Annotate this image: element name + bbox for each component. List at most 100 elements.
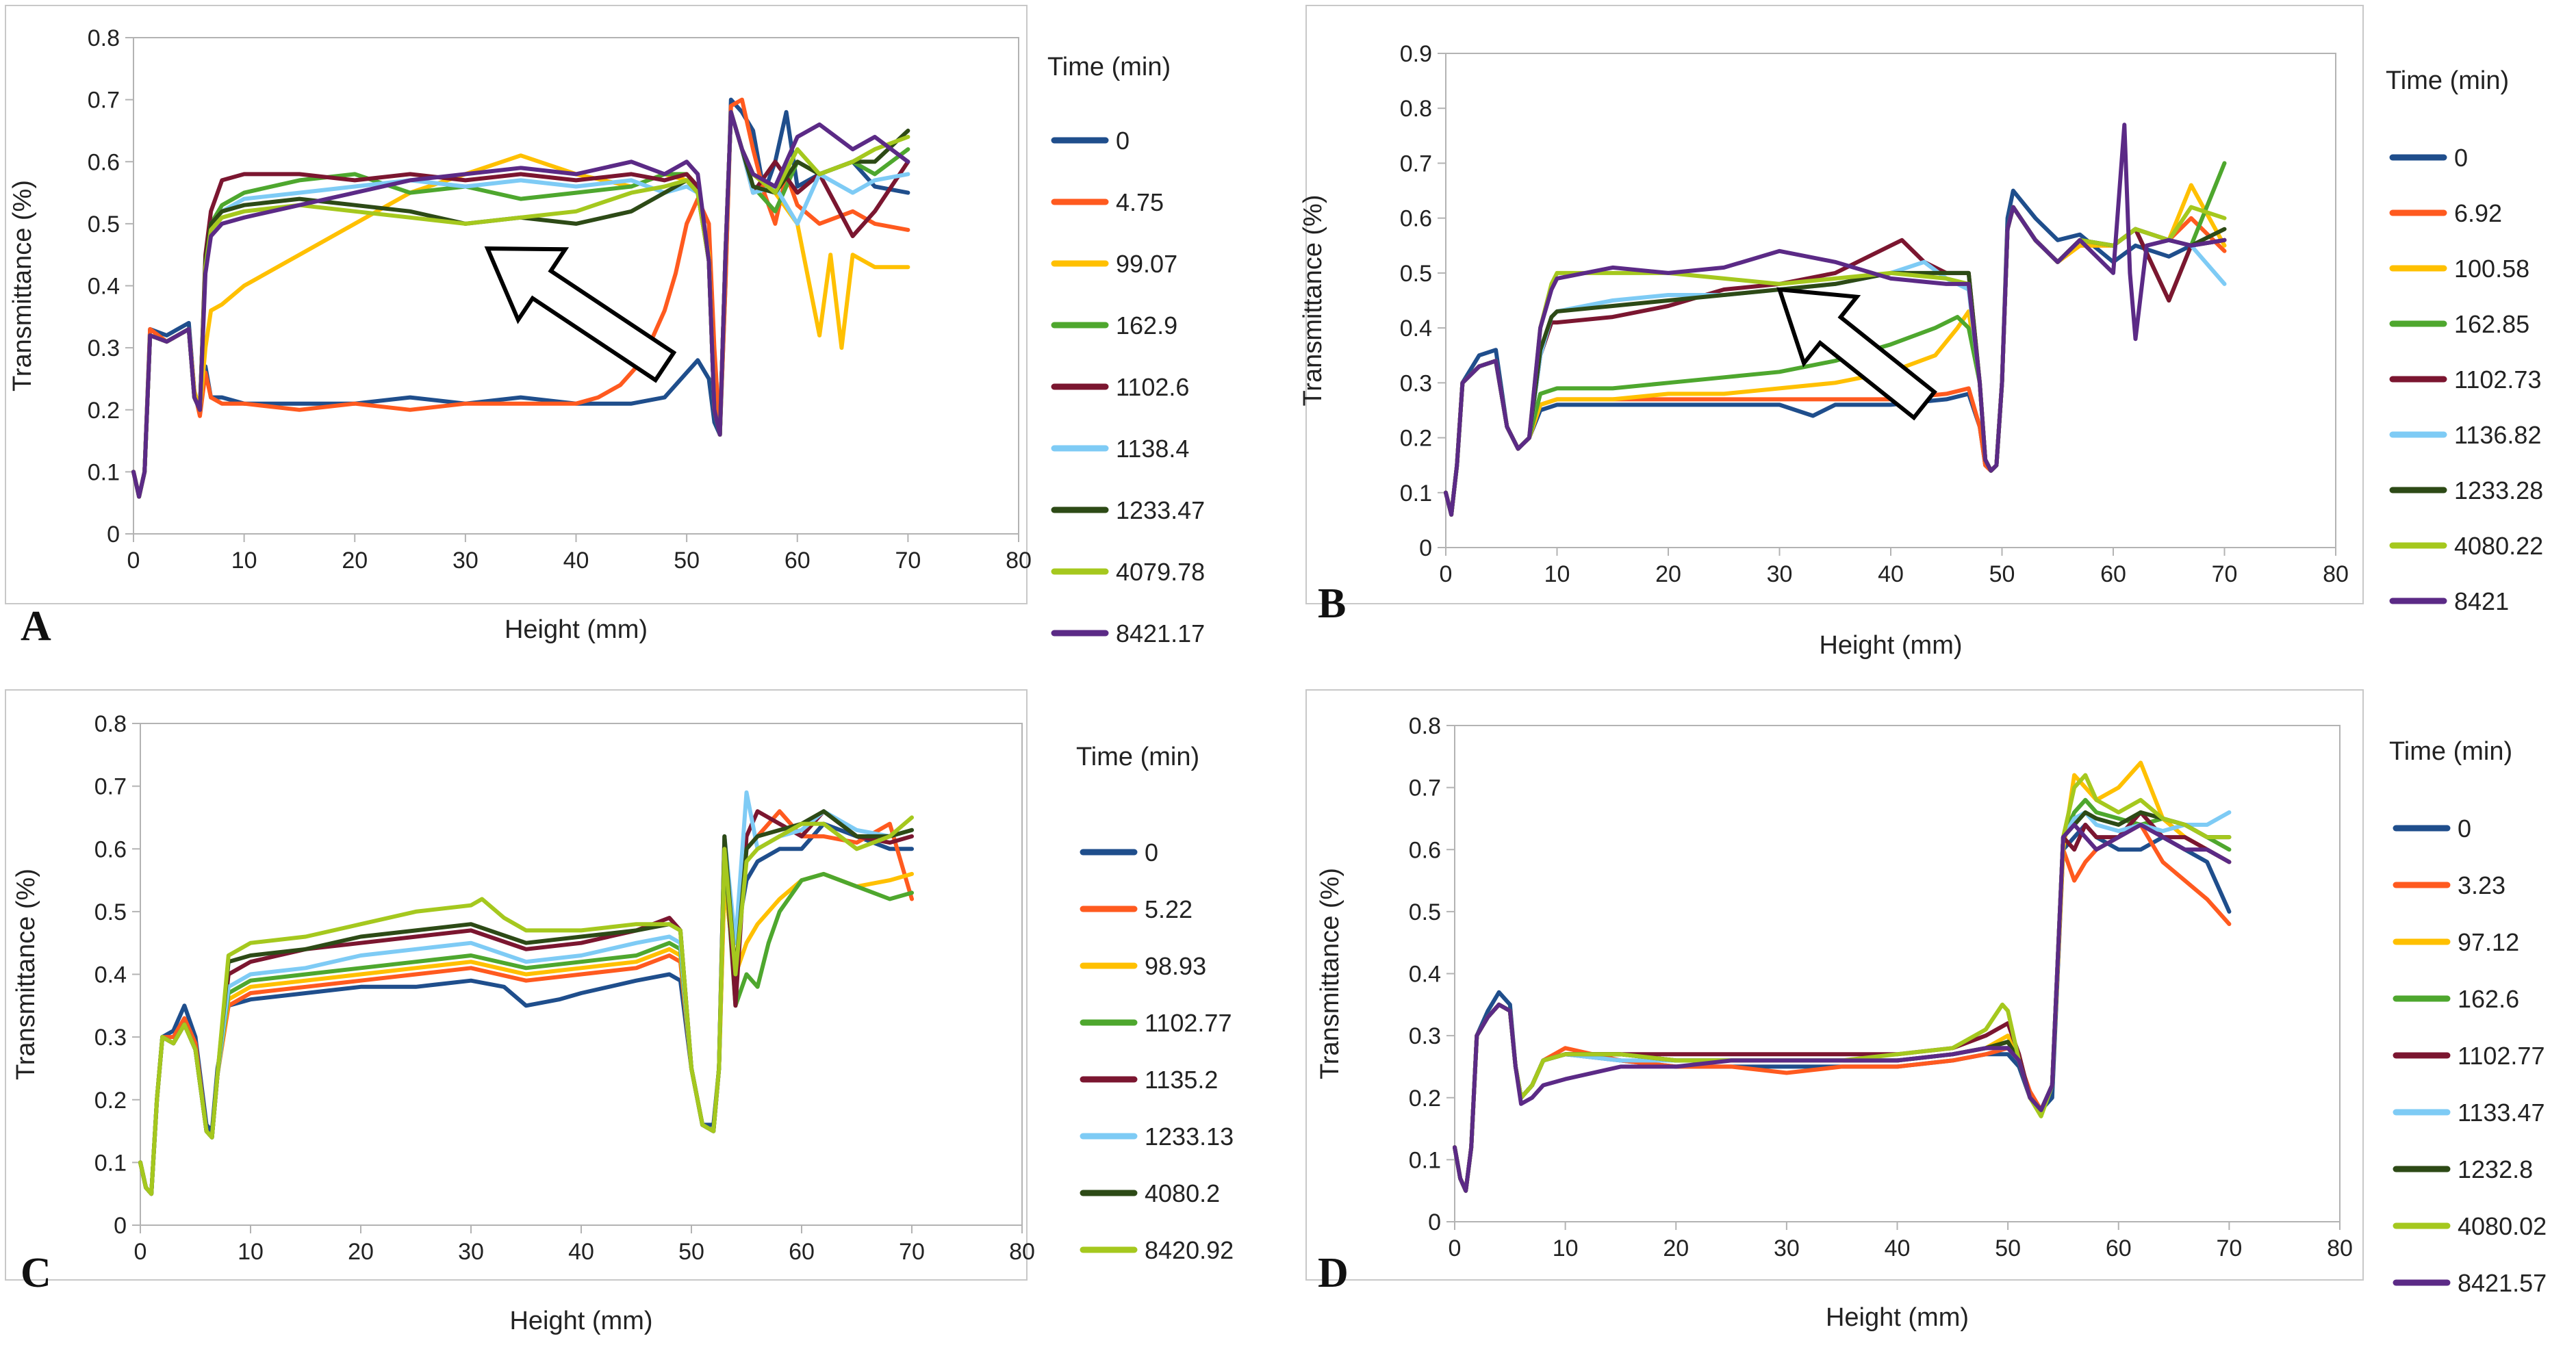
panel-letter: C (21, 1250, 51, 1296)
legend-label: 162.6 (2458, 985, 2519, 1013)
panel-frame (1305, 5, 2364, 604)
annotation-arrow (1776, 287, 1937, 421)
legend-label: 1135.2 (1145, 1066, 1218, 1094)
y-tick-label: 0.4 (94, 962, 127, 988)
legend-label: 5.22 (1145, 895, 1193, 923)
y-axis-title: Transmittance (%) (1299, 195, 1327, 407)
legend-label: 1102.77 (1145, 1009, 1232, 1037)
series-line-1102.77 (1453, 810, 2232, 1193)
y-tick-label: 0.4 (88, 274, 120, 300)
x-tick-label: 40 (568, 1239, 594, 1265)
x-tick-label: 40 (1885, 1235, 1911, 1261)
series-line-0 (1453, 823, 2232, 1193)
y-tick-label: 0.2 (1409, 1086, 1441, 1112)
x-tick-label: 70 (895, 548, 921, 574)
x-tick-label: 50 (674, 548, 700, 574)
x-tick-label: 30 (458, 1239, 484, 1265)
series-line-4080.2 (138, 809, 914, 1196)
series-line-1102.77 (138, 847, 914, 1196)
y-tick-label: 0 (114, 1213, 127, 1239)
chart-panel-a: 0 0.1 0.2 0.3 0.4 0.5 0.6 0.7 0.8 0 10 20 30 40 50 60 70… (5, 5, 1205, 650)
y-tick-label: 0.1 (88, 459, 120, 485)
x-tick-label: 0 (1440, 561, 1453, 587)
y-tick-label: 0.3 (88, 335, 120, 361)
panel-letter: D (1318, 1250, 1349, 1296)
legend-label: 1102.73 (2454, 365, 2541, 394)
y-tick-label: 0.3 (94, 1025, 127, 1051)
x-tick-label: 40 (563, 548, 589, 574)
x-tick-label: 60 (785, 548, 811, 574)
x-tick-label: 10 (1553, 1235, 1579, 1261)
x-tick-label: 30 (1774, 1235, 1800, 1261)
legend-label: 162.9 (1116, 311, 1177, 339)
x-tick-label: 80 (1009, 1239, 1035, 1265)
x-tick-label: 60 (789, 1239, 815, 1265)
x-tick-label: 20 (1663, 1235, 1689, 1261)
x-tick-label: 60 (2106, 1235, 2132, 1261)
series-line-1232.8 (1453, 810, 2232, 1193)
legend-label: 8421.57 (2458, 1269, 2547, 1297)
series-line-8420.92 (138, 815, 914, 1196)
y-tick-label: 0.8 (1409, 713, 1441, 739)
series-line-1135.2 (138, 809, 914, 1196)
y-tick-label: 0.3 (1409, 1023, 1441, 1049)
x-tick-label: 50 (1995, 1235, 2021, 1261)
panel-frame (5, 689, 1028, 1281)
legend-label: 3.23 (2458, 871, 2505, 899)
y-tick-label: 0.7 (88, 88, 120, 114)
x-tick-label: 80 (1006, 548, 1032, 574)
x-tick-label: 70 (2212, 561, 2238, 587)
legend-label: 8420.92 (1145, 1236, 1234, 1264)
series-line-8421.17 (131, 110, 910, 499)
x-tick-label: 80 (2323, 561, 2349, 587)
legend-label: 8421 (2454, 587, 2509, 615)
y-tick-label: 0.2 (1400, 426, 1432, 452)
legend-label: 1138.4 (1116, 435, 1189, 463)
legend-label: 97.12 (2458, 928, 2519, 956)
x-tick-label: 70 (2216, 1235, 2242, 1261)
y-tick-label: 0.6 (94, 836, 127, 862)
x-axis-title: Height (mm) (1819, 631, 1962, 660)
y-tick-label: 0.1 (94, 1150, 127, 1176)
y-tick-label: 0.5 (88, 211, 120, 238)
panel-letter: B (1318, 580, 1346, 627)
legend-title: Time (min) (2389, 737, 2512, 766)
x-axis-title: Height (mm) (509, 1307, 652, 1335)
legend-label: 0 (2454, 144, 2468, 172)
x-tick-label: 30 (452, 548, 479, 574)
y-tick-label: 0.5 (1400, 261, 1432, 287)
legend-label: 162.85 (2454, 310, 2529, 338)
y-tick-label: 0.5 (1409, 899, 1441, 925)
legend-label: 6.92 (2454, 199, 2502, 227)
x-tick-label: 50 (1989, 561, 2015, 587)
legend-title: Time (min) (1047, 53, 1171, 81)
chart-panel-c: 0 0.1 0.2 0.3 0.4 0.5 0.6 0.7 0.8 0 10 20 30 40 50 60 70… (5, 689, 1234, 1335)
x-tick-label: 30 (1767, 561, 1793, 587)
chart-panel-d: 0 0.1 0.2 0.3 0.4 0.5 0.6 0.7 0.8 0 10 20 30 40 50 60 70… (1305, 689, 2547, 1332)
series-line-5.22 (138, 809, 914, 1196)
panel-letter: A (21, 603, 51, 650)
x-tick-label: 40 (1878, 561, 1904, 587)
x-tick-label: 50 (678, 1239, 704, 1265)
x-tick-label: 10 (1544, 561, 1570, 587)
y-tick-label: 0.8 (88, 25, 120, 51)
legend-title: Time (min) (2386, 66, 2509, 95)
y-tick-label: 0.6 (88, 149, 120, 175)
y-tick-label: 0.1 (1409, 1147, 1441, 1173)
legend-label: 0 (1145, 838, 1158, 867)
x-tick-label: 60 (2100, 561, 2126, 587)
x-tick-label: 10 (231, 548, 257, 574)
x-tick-label: 0 (134, 1239, 147, 1265)
y-tick-label: 0.8 (1400, 96, 1432, 122)
panel-frame (1305, 689, 2364, 1281)
legend-label: 4079.78 (1116, 558, 1205, 586)
y-tick-label: 0 (1428, 1209, 1441, 1235)
y-tick-label: 0.7 (1400, 151, 1432, 177)
plot-area (1445, 53, 2336, 548)
y-axis-title: Transmittance (%) (8, 180, 37, 392)
x-tick-label: 10 (238, 1239, 264, 1265)
y-axis-title: Transmittance (%) (1316, 868, 1344, 1079)
x-axis-title: Height (mm) (505, 615, 648, 644)
legend-label: 1233.47 (1116, 496, 1205, 524)
legend-label: 1102.77 (2458, 1042, 2545, 1070)
